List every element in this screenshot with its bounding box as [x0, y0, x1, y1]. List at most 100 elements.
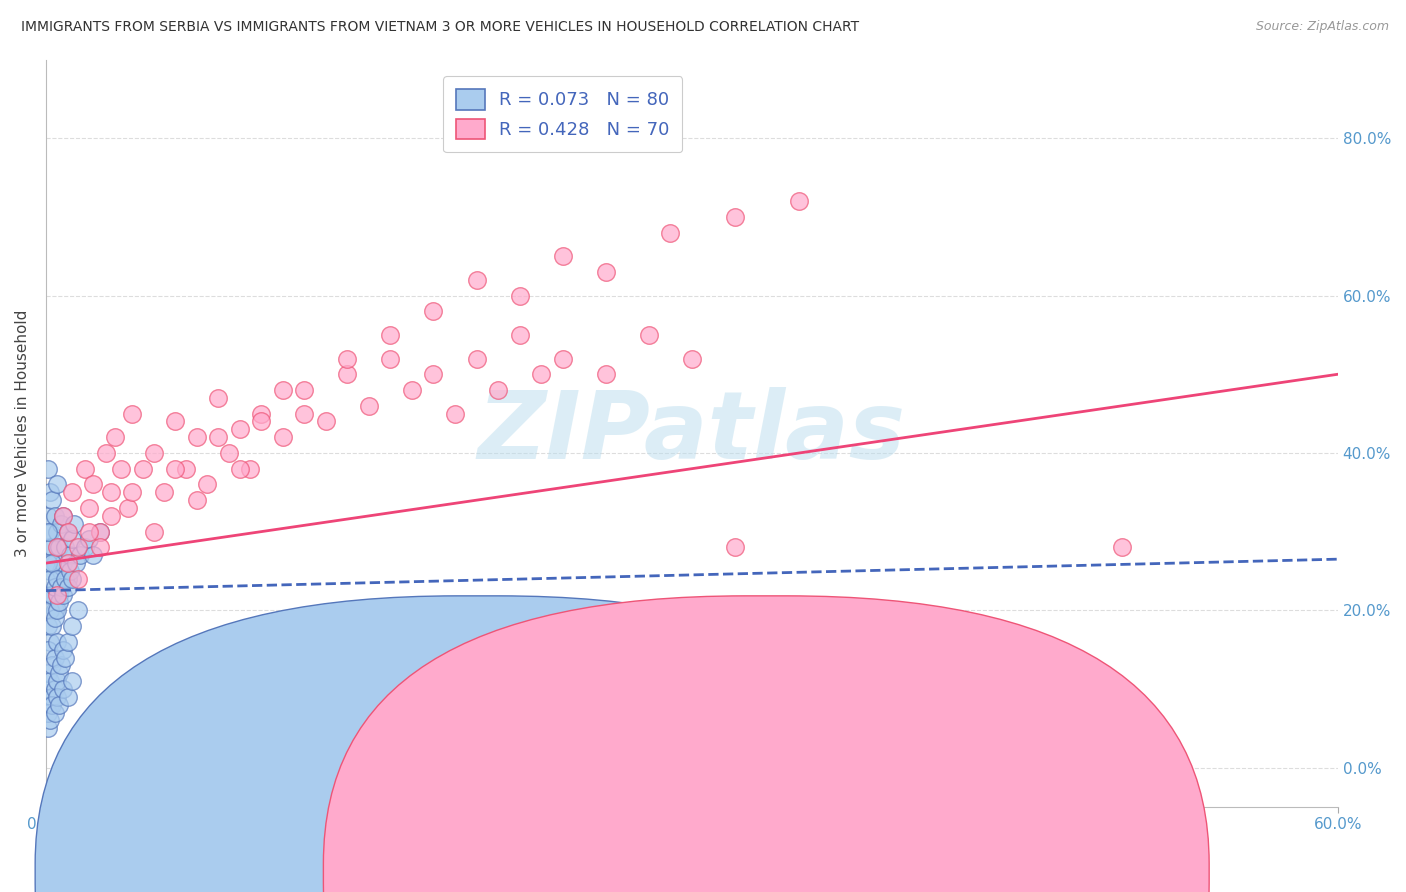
- Point: [228, 422, 250, 436]
- Point: [41, 541, 63, 555]
- Point: [65, 556, 87, 570]
- Point: [67, 541, 90, 555]
- Point: [39, 564, 62, 578]
- Point: [37, 666, 59, 681]
- Point: [60, 533, 83, 547]
- Point: [44, 508, 66, 523]
- Point: [595, 265, 617, 279]
- Point: [45, 477, 67, 491]
- Point: [444, 407, 467, 421]
- Point: [41, 619, 63, 633]
- Point: [56, 580, 79, 594]
- Text: Immigrants from Serbia: Immigrants from Serbia: [520, 865, 702, 880]
- Point: [39, 572, 62, 586]
- Point: [41, 588, 63, 602]
- Point: [1111, 541, 1133, 555]
- Point: [39, 603, 62, 617]
- Point: [44, 580, 66, 594]
- Point: [595, 368, 617, 382]
- Point: [56, 634, 79, 648]
- Point: [63, 516, 86, 531]
- Point: [659, 226, 682, 240]
- Point: [53, 541, 76, 555]
- Point: [121, 485, 143, 500]
- Point: [142, 524, 165, 539]
- Point: [39, 714, 62, 728]
- Point: [49, 658, 72, 673]
- Point: [239, 461, 262, 475]
- Point: [165, 461, 187, 475]
- Point: [37, 588, 59, 602]
- Point: [45, 541, 67, 555]
- Point: [56, 556, 79, 570]
- Point: [315, 415, 337, 429]
- Text: Immigrants from Vietnam: Immigrants from Vietnam: [801, 865, 998, 880]
- Point: [110, 461, 132, 475]
- Point: [41, 690, 63, 704]
- Point: [724, 541, 747, 555]
- Point: [49, 516, 72, 531]
- Point: [37, 642, 59, 657]
- Point: [174, 461, 197, 475]
- Point: [39, 698, 62, 712]
- Point: [218, 446, 240, 460]
- Point: [56, 690, 79, 704]
- Point: [73, 461, 96, 475]
- Point: [39, 524, 62, 539]
- Point: [37, 556, 59, 570]
- Point: [37, 524, 59, 539]
- Point: [142, 446, 165, 460]
- Point: [551, 351, 574, 366]
- Point: [336, 351, 359, 366]
- Point: [41, 658, 63, 673]
- Point: [117, 501, 139, 516]
- Point: [39, 485, 62, 500]
- Point: [132, 461, 155, 475]
- Point: [48, 666, 70, 681]
- Point: [45, 603, 67, 617]
- Point: [56, 572, 79, 586]
- Point: [37, 461, 59, 475]
- Legend: R = 0.073   N = 80, R = 0.428   N = 70: R = 0.073 N = 80, R = 0.428 N = 70: [443, 76, 682, 153]
- Point: [292, 383, 315, 397]
- Point: [207, 430, 229, 444]
- Point: [49, 580, 72, 594]
- Point: [56, 524, 79, 539]
- Point: [271, 430, 294, 444]
- Point: [44, 650, 66, 665]
- Point: [44, 706, 66, 720]
- Point: [53, 572, 76, 586]
- Point: [41, 698, 63, 712]
- Point: [45, 634, 67, 648]
- Point: [37, 508, 59, 523]
- Point: [100, 508, 122, 523]
- Point: [48, 595, 70, 609]
- Point: [401, 383, 423, 397]
- Point: [509, 288, 531, 302]
- Point: [67, 603, 90, 617]
- Text: ZIPatlas: ZIPatlas: [478, 387, 905, 479]
- Point: [41, 588, 63, 602]
- Point: [41, 556, 63, 570]
- Point: [37, 619, 59, 633]
- Point: [53, 650, 76, 665]
- Point: [45, 572, 67, 586]
- Y-axis label: 3 or more Vehicles in Household: 3 or more Vehicles in Household: [15, 310, 30, 557]
- Point: [724, 210, 747, 224]
- Point: [530, 368, 553, 382]
- Point: [486, 383, 509, 397]
- Point: [44, 611, 66, 625]
- Point: [39, 674, 62, 689]
- Point: [37, 681, 59, 696]
- Point: [82, 477, 104, 491]
- Point: [59, 548, 82, 562]
- Point: [121, 407, 143, 421]
- Point: [49, 564, 72, 578]
- Point: [39, 634, 62, 648]
- Point: [52, 508, 75, 523]
- Point: [551, 249, 574, 263]
- Point: [52, 588, 75, 602]
- Point: [380, 328, 402, 343]
- Point: [52, 508, 75, 523]
- Point: [89, 524, 111, 539]
